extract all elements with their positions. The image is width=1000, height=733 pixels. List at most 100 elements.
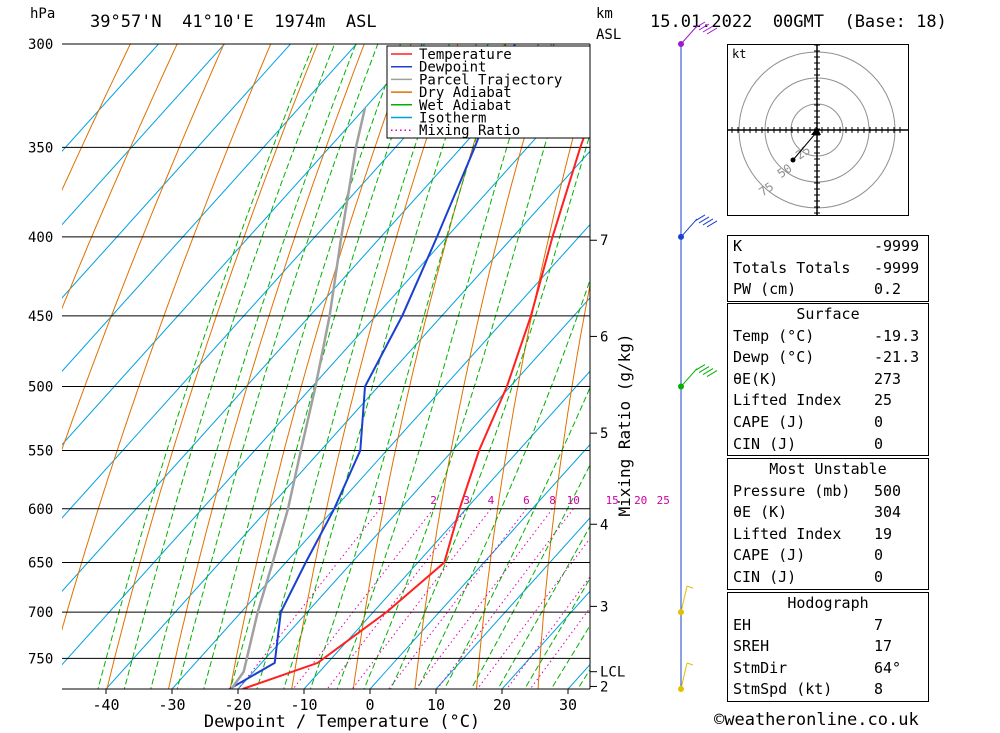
wind-barb-staff <box>680 218 698 238</box>
height-tick-label: 4 <box>600 517 608 533</box>
mu-value: 19 <box>874 524 893 543</box>
hodograph-ring-label: 25 <box>793 143 813 163</box>
wind-barb-flag <box>698 216 710 224</box>
mixing-ratio-label: 25 <box>657 494 670 507</box>
wet-adiabat-line <box>470 463 590 689</box>
index-label: PW (cm) <box>733 280 797 299</box>
dry-adiabat-line <box>62 44 131 192</box>
pressure-tick-label: 650 <box>28 555 53 571</box>
profiles <box>228 44 590 689</box>
x-tick-label: -20 <box>224 696 251 714</box>
mixing-ratio-label: 3 <box>463 494 470 507</box>
legend-entry: Isotherm <box>419 111 486 127</box>
wet-adiabat-line <box>150 44 357 689</box>
pressure-grid <box>62 43 590 659</box>
x-axis-label: Dewpoint / Temperature (°C) <box>204 712 480 732</box>
mixing-ratio-label: 8 <box>549 494 556 507</box>
height-tick-label: 6 <box>600 329 608 345</box>
copyright-footer[interactable]: ©weatheronline.co.uk <box>714 710 919 730</box>
mu-label: Lifted Index <box>733 524 842 543</box>
mixing-ratio-label: 2 <box>430 494 437 507</box>
hodo-label: EH <box>733 615 752 634</box>
pressure-tick-label: 350 <box>28 140 53 156</box>
mixing-ratio-label: 4 <box>488 494 495 507</box>
wind-barb-flag <box>686 662 694 666</box>
hodograph-trace <box>792 133 816 161</box>
indices-top-box: K -9999 Totals Totals -9999 PW (cm) 0.2 <box>727 235 929 302</box>
pressure-unit-label: hPa <box>30 6 56 22</box>
wind-barb-flag <box>698 23 710 31</box>
wind-barb-flag <box>698 366 710 373</box>
hodo-label: SREH <box>733 637 770 656</box>
surface-label: Dewp (°C) <box>733 348 815 367</box>
surface-value: 0 <box>874 412 884 431</box>
dry-adiabat-line <box>537 282 590 689</box>
isotherm-line <box>62 44 292 299</box>
hodo-value: 17 <box>874 637 893 656</box>
wind-barb-flag <box>702 25 714 33</box>
index-row-k: K -9999 <box>728 236 928 258</box>
hodograph-unit: kt <box>732 47 746 61</box>
axes: 1 2 3 4 6 8 10 15 20 2530035040045050055060065070… <box>28 37 670 714</box>
mixing-ratio-label: 10 <box>567 494 580 507</box>
mixing-ratio-label: 6 <box>523 494 530 507</box>
wind-profile <box>678 21 718 692</box>
most-unstable-title: Most Unstable <box>769 460 887 478</box>
hodo-value: 8 <box>874 680 884 699</box>
dry-adiabat-line <box>62 44 225 451</box>
datetime-title: 15.01.2022 00GMT (Base: 18) <box>650 12 947 32</box>
pressure-tick-label: 400 <box>28 230 53 246</box>
legend-entry: Wet Adiabat <box>419 98 512 114</box>
hodo-value: 64° <box>874 658 902 677</box>
isotherm-line <box>62 44 160 152</box>
x-tick-label: 0 <box>365 696 374 714</box>
mu-value: 304 <box>874 503 902 522</box>
dry-adiabat-line <box>106 44 319 689</box>
isotherm-line <box>237 297 590 689</box>
height-unit-label-2: ASL <box>596 27 622 43</box>
wind-barb-staff <box>680 25 698 45</box>
isotherm-line <box>62 77 590 666</box>
pressure-tick-label: 450 <box>28 309 53 325</box>
wet-adiabat-line <box>97 44 315 689</box>
wet-adiabat-line <box>443 386 590 689</box>
hodograph-box: Hodograph EH 7 SREH 17 StmDir 64° StmSpd (k… <box>727 592 929 702</box>
mixing-ratio-line <box>529 607 590 689</box>
legend-entry: Parcel Trajectory <box>419 72 562 88</box>
isotherm-line <box>303 370 590 689</box>
hodograph-ring-label: 50 <box>775 161 795 181</box>
mu-label: Pressure (mb) <box>733 481 851 500</box>
pressure-tick-label: 550 <box>28 443 53 459</box>
dry-adiabat-line <box>62 44 272 632</box>
mixing-ratio-line <box>326 508 467 689</box>
mu-value: 500 <box>874 481 902 500</box>
wet-adiabat-line <box>417 278 590 689</box>
height-unit-label: km <box>596 6 613 22</box>
surface-value: -21.3 <box>874 348 920 367</box>
mixing-ratio-line <box>436 508 574 689</box>
mixing-ratio-label: 15 <box>606 494 619 507</box>
mixing-ratio-line <box>388 508 527 689</box>
hodograph-box-title: Hodograph <box>787 594 869 612</box>
legend-entry: Dewpoint <box>419 60 486 76</box>
wind-barb-flag <box>702 218 714 226</box>
legend-box <box>386 45 591 139</box>
mixing-ratio-line <box>476 537 590 689</box>
isotherm-line <box>171 223 590 689</box>
wind-barb-flag <box>706 27 718 35</box>
hodo-label: StmSpd (kt) <box>733 680 833 699</box>
temperature-series <box>242 117 590 689</box>
storm-motion-marker <box>811 127 821 135</box>
surface-box: Surface Temp (°C) -19.3 Dewp (°C) -21.3 θE… <box>727 303 929 457</box>
x-tick-label: 20 <box>493 696 511 714</box>
wind-barb <box>680 364 718 387</box>
pressure-tick-label: 750 <box>28 651 53 667</box>
wind-barb <box>680 214 718 238</box>
isotherm-line <box>62 44 358 372</box>
pressure-tick-label: 300 <box>28 37 53 53</box>
wet-adiabat-line <box>497 525 590 689</box>
